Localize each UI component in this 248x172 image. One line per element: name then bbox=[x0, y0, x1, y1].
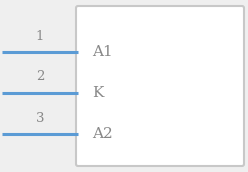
Text: K: K bbox=[92, 86, 103, 100]
Text: 1: 1 bbox=[36, 30, 44, 42]
Text: A1: A1 bbox=[92, 45, 113, 59]
FancyBboxPatch shape bbox=[76, 6, 244, 166]
Text: 3: 3 bbox=[36, 111, 44, 125]
Text: A2: A2 bbox=[92, 127, 113, 141]
Text: 2: 2 bbox=[36, 71, 44, 83]
